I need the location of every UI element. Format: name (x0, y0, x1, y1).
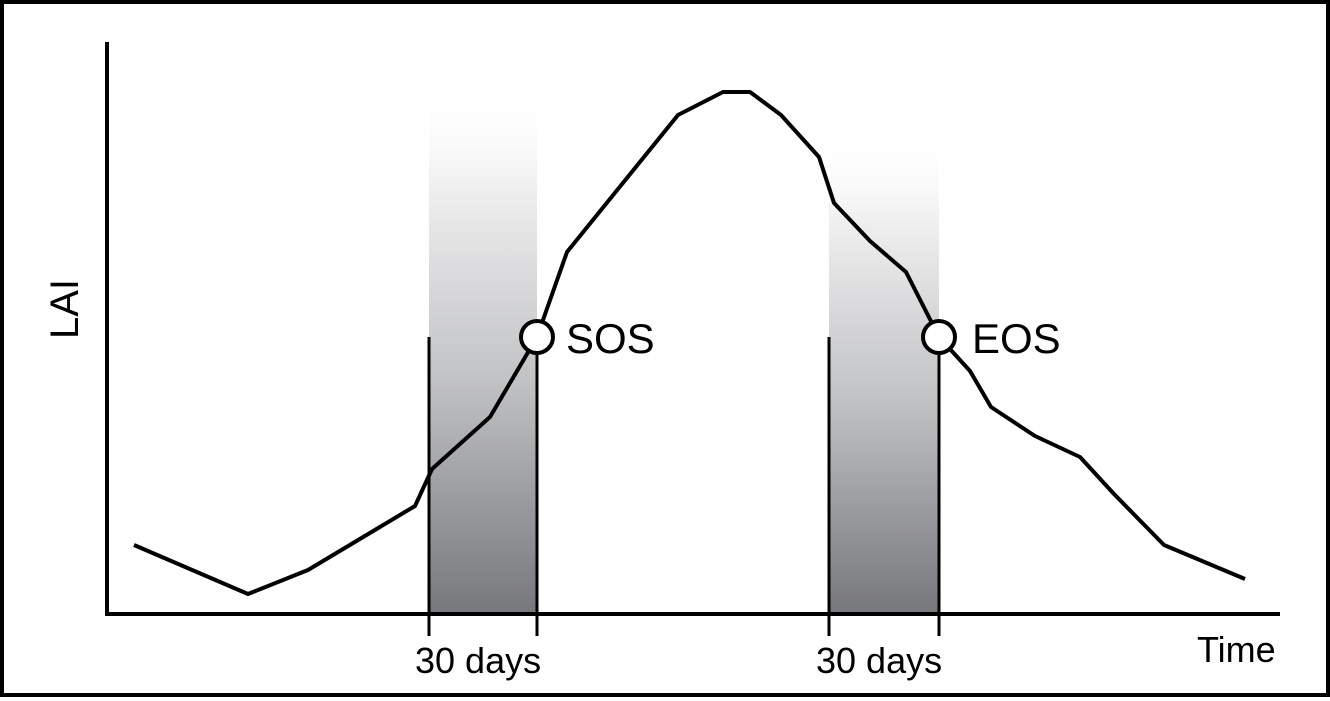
sos-label: SOS (566, 315, 655, 362)
eos-window-label: 30 days (816, 640, 942, 681)
sos-window-shade (429, 86, 537, 615)
phenology-diagram: SOS EOS LAI Time 30 days 30 days (43, 42, 1280, 681)
lai-curve (133, 90, 1246, 596)
eos-marker (921, 319, 957, 355)
eos-window-shade (829, 129, 939, 615)
sos-marker (519, 319, 555, 355)
eos-label: EOS (972, 315, 1061, 362)
sos-window-label: 30 days (415, 640, 541, 681)
y-axis-label: LAI (43, 279, 87, 339)
x-axis-label: Time (1197, 629, 1276, 670)
